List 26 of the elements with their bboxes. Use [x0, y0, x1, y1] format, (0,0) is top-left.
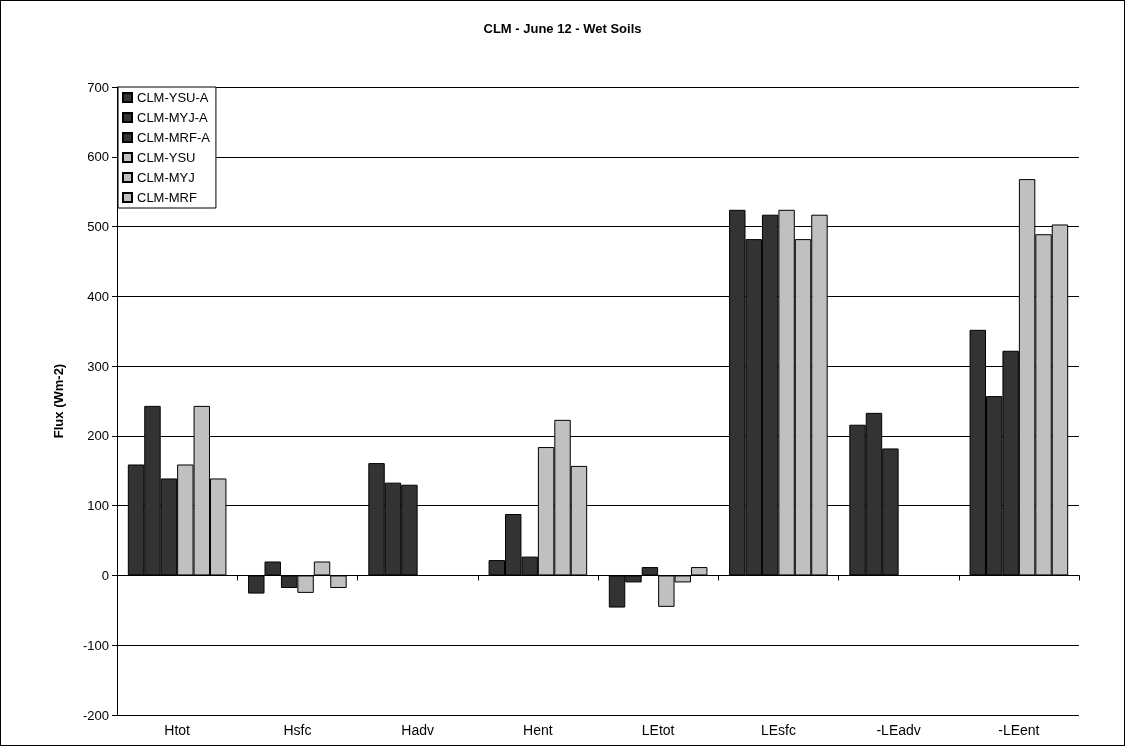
x-tick-label: Htot: [164, 722, 191, 738]
y-tick-label: 300: [87, 358, 109, 374]
x-tick-label: LEsfc: [760, 722, 796, 738]
x-tick-label: Hent: [523, 722, 553, 738]
legend-label: CLM-MRF-A: [137, 130, 211, 145]
y-tick-label: 500: [87, 219, 109, 235]
x-tick-label: -LEadv: [876, 722, 921, 738]
y-axis-title: Flux (Wm-2): [51, 363, 66, 439]
y-tick-label: 100: [87, 498, 109, 514]
legend-label: CLM-YSU-A: [137, 90, 209, 105]
x-tick-label: LEtot: [641, 722, 675, 738]
y-tick-label: 200: [87, 428, 109, 444]
y-tick-label: 0: [101, 567, 109, 583]
y-tick-label: -200: [82, 707, 109, 723]
y-tick-label: 400: [87, 288, 109, 304]
y-tick-label: 700: [87, 79, 109, 95]
legend-label: CLM-MYJ-A: [137, 110, 209, 125]
y-tick-label: 600: [87, 149, 109, 165]
x-tick-label: -LEent: [998, 722, 1040, 738]
legend-label: CLM-YSU: [137, 150, 196, 165]
x-tick-label: Hadv: [401, 722, 434, 738]
legend-label: CLM-MRF: [137, 190, 197, 205]
chart-title: CLM - June 12 - Wet Soils: [483, 21, 642, 36]
x-tick-label: Hsfc: [283, 722, 312, 738]
y-tick-label: -100: [82, 637, 109, 653]
legend-label: CLM-MYJ: [137, 170, 195, 185]
